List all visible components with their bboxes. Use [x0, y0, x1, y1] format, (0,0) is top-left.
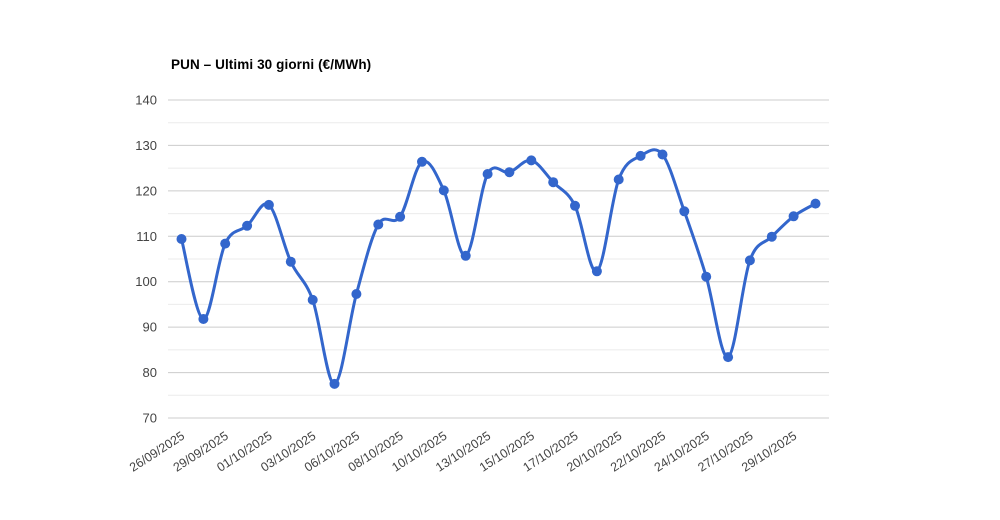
data-point-marker[interactable] — [526, 155, 537, 166]
data-point-marker[interactable] — [176, 234, 187, 244]
data-point-marker[interactable] — [548, 177, 559, 188]
data-point-marker[interactable] — [417, 156, 427, 167]
data-point-marker[interactable] — [744, 255, 755, 266]
y-axis-tick-label: 90 — [143, 320, 157, 335]
data-point-marker[interactable] — [329, 378, 340, 389]
data-point-marker[interactable] — [701, 271, 712, 282]
data-point-marker[interactable] — [438, 185, 449, 196]
y-axis-tick-label: 110 — [136, 229, 157, 244]
data-point-marker[interactable] — [373, 219, 384, 230]
data-point-marker[interactable] — [285, 256, 296, 267]
series — [180, 148, 817, 386]
x-axis: 26/09/202529/09/202501/10/202503/10/2025… — [127, 429, 799, 475]
data-point-marker[interactable] — [657, 149, 668, 160]
y-axis-tick-label: 130 — [135, 138, 157, 153]
data-point-marker[interactable] — [613, 174, 624, 185]
data-point-marker[interactable] — [460, 250, 471, 261]
data-point-marker[interactable] — [810, 198, 821, 209]
data-point-marker[interactable] — [635, 150, 646, 161]
y-axis: 70 80 90 100 110 120 130 140 — [135, 93, 157, 426]
data-point-marker[interactable] — [242, 220, 253, 231]
y-axis-tick-label: 140 — [135, 93, 157, 108]
series-line — [180, 148, 817, 386]
chart-title: PUN – Ultimi 30 giorni (€/MWh) — [171, 57, 372, 72]
data-point-marker[interactable] — [263, 199, 274, 210]
data-point-marker[interactable] — [307, 294, 318, 305]
data-point-marker[interactable] — [766, 231, 777, 242]
data-point-marker[interactable] — [482, 169, 493, 179]
data-point-marker[interactable] — [723, 352, 734, 363]
data-point-marker[interactable] — [679, 206, 690, 217]
y-axis-tick-label: 120 — [135, 183, 157, 198]
data-point-marker[interactable] — [220, 238, 231, 249]
data-point-marker[interactable] — [504, 167, 515, 178]
data-point-marker[interactable] — [788, 211, 799, 222]
y-axis-tick-label: 70 — [143, 411, 157, 426]
data-point-marker[interactable] — [198, 314, 209, 324]
y-axis-tick-label: 100 — [135, 274, 157, 289]
data-point-marker[interactable] — [351, 289, 362, 299]
minor-gridlines — [168, 122, 829, 396]
y-axis-tick-label: 80 — [143, 365, 157, 380]
data-point-marker[interactable] — [570, 200, 580, 211]
data-point-marker[interactable] — [591, 266, 602, 277]
data-point-marker[interactable] — [395, 211, 406, 222]
major-gridlines — [168, 99, 829, 419]
series-markers — [176, 149, 821, 389]
